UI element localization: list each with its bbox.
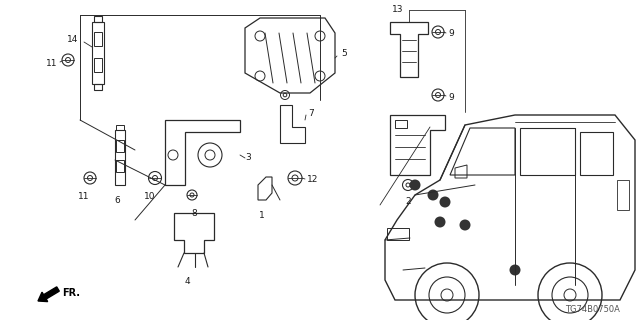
Circle shape xyxy=(440,196,451,207)
Text: 13: 13 xyxy=(392,5,404,14)
Text: 1: 1 xyxy=(259,211,265,220)
Text: 11: 11 xyxy=(46,60,58,68)
Text: 7: 7 xyxy=(308,108,314,117)
FancyArrow shape xyxy=(38,287,60,302)
Circle shape xyxy=(428,189,438,201)
Text: 14: 14 xyxy=(67,36,78,44)
Bar xyxy=(387,228,409,240)
Text: 9: 9 xyxy=(448,29,454,38)
Bar xyxy=(116,160,124,172)
Text: 9: 9 xyxy=(448,92,454,101)
Text: 2: 2 xyxy=(405,197,411,206)
Text: 6: 6 xyxy=(114,196,120,205)
Text: 12: 12 xyxy=(307,175,318,185)
Text: FR.: FR. xyxy=(62,288,80,298)
Text: 5: 5 xyxy=(341,49,347,58)
Bar xyxy=(617,180,629,210)
Bar xyxy=(94,58,102,72)
Text: 8: 8 xyxy=(191,209,197,218)
Text: 4: 4 xyxy=(184,277,190,286)
Circle shape xyxy=(509,265,520,276)
Text: TG74B0750A: TG74B0750A xyxy=(565,305,620,314)
Bar xyxy=(94,32,102,46)
Bar xyxy=(395,120,407,128)
Circle shape xyxy=(460,220,470,230)
Text: 11: 11 xyxy=(78,192,90,201)
Circle shape xyxy=(435,217,445,228)
Bar xyxy=(116,140,124,152)
Circle shape xyxy=(410,180,420,190)
Text: 10: 10 xyxy=(144,192,156,201)
Text: 3: 3 xyxy=(245,154,251,163)
